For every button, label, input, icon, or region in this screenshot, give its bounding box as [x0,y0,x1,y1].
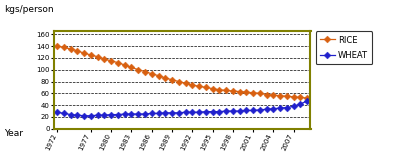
RICE [109,60,114,62]
WHEAT [122,113,127,115]
WHEAT [102,114,107,116]
WHEAT [223,110,228,112]
WHEAT [183,111,188,113]
WHEAT [189,111,194,113]
RICE [75,50,80,52]
WHEAT [196,111,201,113]
WHEAT [203,111,208,113]
RICE [243,91,248,93]
WHEAT [129,113,134,115]
Line: WHEAT: WHEAT [55,99,309,118]
Legend: RICE, WHEAT: RICE, WHEAT [315,31,371,64]
RICE [270,94,275,96]
RICE [196,85,201,87]
WHEAT [156,112,161,114]
WHEAT [176,112,181,114]
WHEAT [263,108,268,110]
WHEAT [162,112,167,114]
WHEAT [149,112,154,114]
RICE [169,79,174,81]
WHEAT [297,103,302,105]
RICE [189,84,194,86]
Text: Year: Year [4,129,23,138]
RICE [216,89,221,91]
WHEAT [88,115,93,117]
RICE [263,94,268,95]
RICE [122,64,127,66]
RICE [88,54,93,56]
WHEAT [135,113,140,115]
RICE [55,45,59,47]
WHEAT [169,112,174,114]
RICE [81,52,86,54]
RICE [230,90,235,92]
WHEAT [277,107,282,109]
RICE [162,77,167,79]
WHEAT [250,110,255,111]
RICE [277,95,282,97]
RICE [297,97,302,98]
WHEAT [290,105,295,107]
WHEAT [55,111,59,113]
RICE [290,96,295,98]
RICE [304,97,309,99]
WHEAT [109,114,114,116]
WHEAT [209,111,214,113]
RICE [203,87,208,88]
RICE [250,92,255,94]
WHEAT [68,114,73,116]
WHEAT [75,114,80,116]
RICE [257,92,262,94]
RICE [135,69,140,71]
RICE [223,89,228,91]
WHEAT [81,115,86,117]
RICE [68,48,73,50]
Text: kgs/person: kgs/person [4,5,54,14]
RICE [237,91,242,92]
WHEAT [95,114,100,116]
RICE [284,95,289,97]
Line: RICE: RICE [55,44,309,100]
WHEAT [284,107,289,108]
RICE [129,66,134,68]
WHEAT [142,113,147,115]
RICE [142,71,147,73]
RICE [115,62,120,64]
WHEAT [304,100,309,102]
WHEAT [216,111,221,113]
WHEAT [237,110,242,112]
WHEAT [270,108,275,110]
RICE [209,88,214,89]
WHEAT [230,110,235,112]
WHEAT [61,112,66,114]
RICE [183,82,188,84]
RICE [61,46,66,48]
RICE [102,58,107,60]
WHEAT [257,109,262,111]
RICE [156,75,161,77]
WHEAT [243,110,248,111]
RICE [176,81,181,82]
RICE [95,56,100,58]
WHEAT [115,114,120,116]
RICE [149,73,154,75]
